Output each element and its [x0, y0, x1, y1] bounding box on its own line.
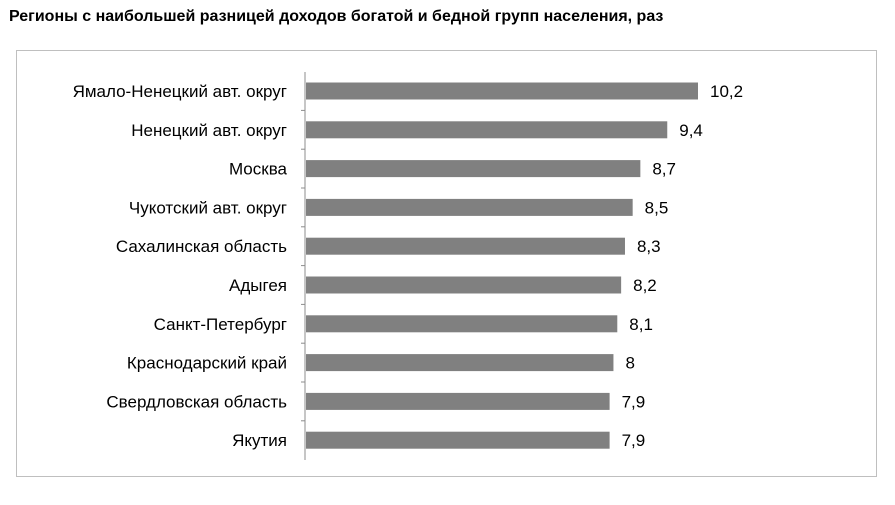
bar — [306, 276, 622, 294]
category-label: Санкт-Петербург — [154, 315, 287, 334]
bar — [306, 198, 633, 216]
bar — [306, 121, 668, 139]
bar — [306, 315, 618, 333]
bar — [306, 237, 625, 255]
category-label: Чукотский авт. округ — [129, 198, 287, 217]
bar — [306, 82, 698, 100]
category-label: Адыгея — [229, 276, 287, 295]
data-label: 8 — [625, 354, 634, 373]
category-label: Свердловская область — [106, 392, 287, 411]
data-label: 8,2 — [633, 276, 657, 295]
bar — [306, 392, 610, 410]
data-label: 8,3 — [637, 237, 661, 256]
chart-frame — [16, 50, 877, 477]
bar — [306, 431, 610, 449]
data-label: 7,9 — [622, 431, 646, 450]
data-label: 7,9 — [622, 392, 646, 411]
category-label: Краснодарский край — [127, 354, 287, 373]
bar — [306, 354, 614, 372]
category-label: Сахалинская область — [116, 237, 287, 256]
category-label: Ненецкий авт. округ — [131, 121, 287, 140]
data-label: 8,5 — [645, 198, 669, 217]
bar — [306, 160, 641, 178]
category-label: Москва — [229, 160, 288, 179]
category-label: Ямало-Ненецкий авт. округ — [73, 82, 287, 101]
data-label: 9,4 — [679, 121, 703, 140]
data-label: 8,7 — [652, 160, 676, 179]
category-label: Якутия — [232, 431, 287, 450]
chart-title: Регионы с наибольшей разницей доходов бо… — [9, 8, 664, 25]
data-label: 10,2 — [710, 82, 743, 101]
data-label: 8,1 — [629, 315, 653, 334]
